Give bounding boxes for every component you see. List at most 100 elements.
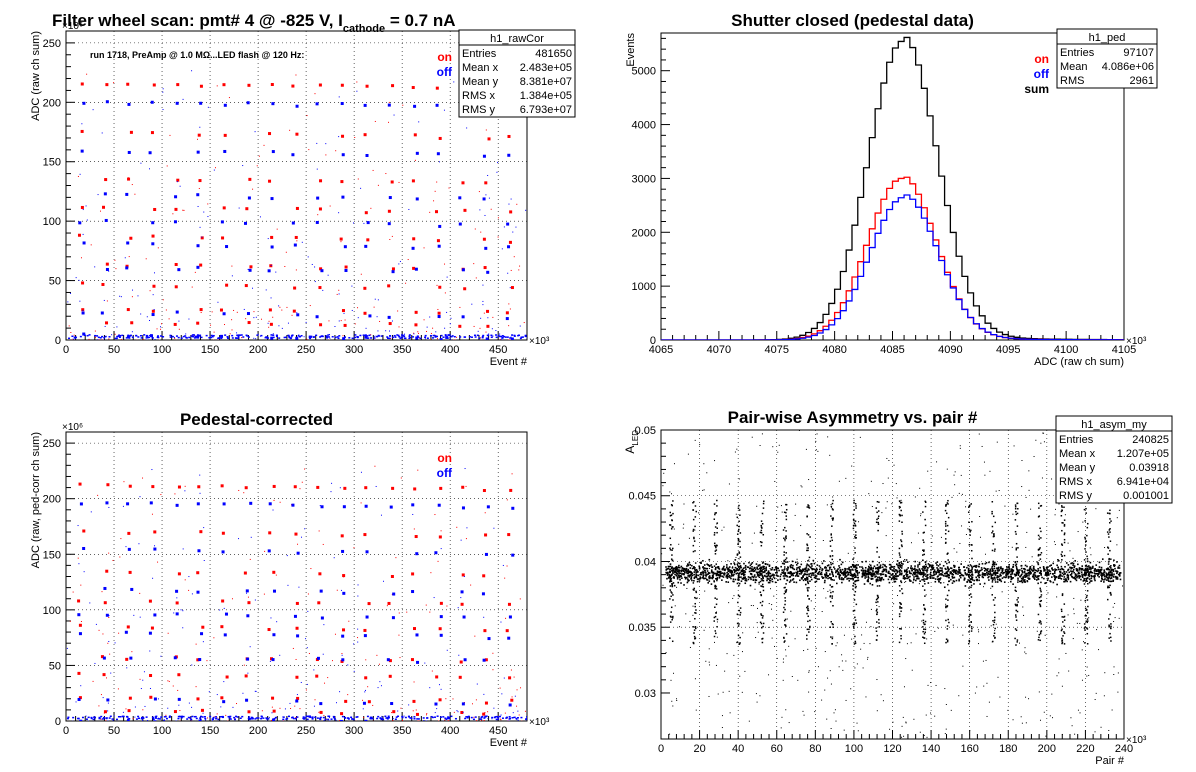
data-point-on: [126, 308, 130, 312]
x-tick-label: 450: [489, 344, 507, 356]
data-point-band: [786, 579, 788, 581]
data-point-baseline: [83, 334, 86, 337]
data-point-band: [889, 563, 892, 566]
data-point-band: [889, 572, 891, 575]
y-tick-label: 250: [43, 38, 61, 50]
data-point-band: [1024, 564, 1027, 567]
data-point-band: [693, 566, 695, 568]
data-point-off: [188, 318, 190, 320]
data-point-baseline: [127, 335, 130, 337]
data-point-spike: [692, 641, 695, 644]
data-point-band: [888, 563, 891, 566]
data-point-on: [438, 698, 442, 702]
data-point-off: [323, 624, 325, 626]
data-point-off: [126, 502, 130, 506]
data-point-baseline: [155, 717, 158, 719]
data-point-off: [446, 311, 448, 313]
data-point-band: [880, 574, 882, 576]
data-point-spike: [736, 613, 739, 616]
data-point-band: [1103, 574, 1106, 576]
data-point-band: [1103, 581, 1105, 583]
data-point-band: [804, 570, 806, 573]
data-point-band: [1100, 566, 1103, 569]
data-point-off: [108, 615, 110, 617]
data-point-band: [1053, 570, 1056, 573]
data-point-band: [710, 583, 713, 585]
data-point-off: [500, 714, 502, 716]
x-tick-label: 200: [1038, 743, 1056, 755]
data-point-spike: [693, 501, 695, 503]
data-point-on: [264, 550, 266, 552]
data-point-band: [1084, 571, 1086, 573]
data-point-band: [1045, 573, 1047, 576]
data-point-band: [835, 570, 837, 572]
data-point-baseline: [444, 337, 447, 339]
data-point-band: [751, 566, 753, 568]
data-point-band: [718, 574, 720, 577]
data-point-band: [964, 573, 967, 575]
data-point-band: [785, 574, 788, 577]
data-point-off: [247, 268, 249, 270]
data-point-off: [69, 292, 71, 294]
data-point-band: [829, 566, 832, 569]
data-point-spike: [852, 513, 855, 516]
data-point-band: [849, 571, 852, 574]
data-point-band: [774, 566, 777, 569]
data-point-band: [977, 565, 980, 568]
data-point-spike: [854, 586, 857, 589]
data-point-off: [178, 320, 180, 322]
data-point-band: [958, 566, 961, 569]
data-point-band: [756, 567, 758, 570]
data-point-on: [520, 687, 522, 689]
data-point-band: [870, 575, 873, 577]
data-point-on: [177, 689, 179, 691]
data-point-band: [947, 569, 950, 571]
data-point-off: [449, 338, 451, 340]
data-point-band: [852, 578, 854, 581]
data-point-baseline: [127, 334, 130, 337]
data-point-spike: [853, 522, 856, 525]
data-point-band: [1022, 578, 1024, 581]
data-point-spike: [785, 561, 787, 563]
data-point-spike: [807, 581, 809, 584]
data-point-baseline: [310, 336, 313, 338]
data-point-band: [822, 576, 825, 579]
data-point-off: [154, 272, 156, 274]
data-point-band: [730, 562, 732, 565]
data-point-on: [484, 712, 486, 714]
data-point-band: [758, 567, 761, 570]
data-point-off: [247, 339, 249, 340]
data-point-baseline: [137, 715, 140, 718]
x-tick-label: 400: [441, 344, 459, 356]
data-point-band: [1112, 568, 1115, 571]
data-point-off: [108, 270, 110, 272]
data-point-baseline: [446, 336, 449, 338]
data-point-band: [895, 578, 898, 580]
data-point-band: [853, 576, 856, 578]
data-point-off: [245, 698, 249, 702]
data-point-spike: [713, 534, 716, 536]
data-point-baseline: [231, 337, 234, 339]
data-point-band: [729, 576, 731, 579]
data-point-band: [1089, 561, 1092, 564]
data-point-band: [962, 574, 965, 577]
data-point-baseline: [302, 716, 305, 718]
data-point-off: [461, 268, 465, 272]
data-point-band: [744, 571, 747, 573]
data-point-off: [446, 276, 448, 278]
data-point-off: [213, 169, 215, 171]
data-point-spike: [693, 577, 696, 580]
data-point-spike: [759, 531, 762, 534]
data-point-on: [456, 336, 458, 338]
data-point-band: [1084, 572, 1086, 574]
data-point-spike: [809, 625, 811, 628]
data-point-baseline: [409, 717, 412, 719]
data-point-band: [865, 560, 867, 563]
y-tick-label: 0.03: [635, 688, 656, 700]
data-point-band: [979, 583, 981, 585]
data-point-band: [763, 575, 766, 577]
data-point-band: [1034, 574, 1036, 576]
data-point-spike: [854, 568, 857, 570]
data-point-off: [246, 592, 248, 594]
